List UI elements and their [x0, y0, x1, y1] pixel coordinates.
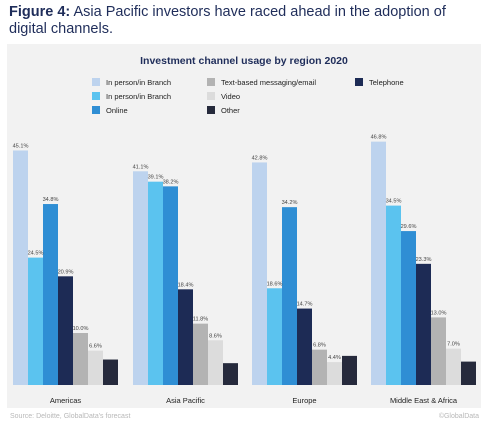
bar-3-1 [386, 205, 401, 385]
chart-title: Investment channel usage by region 2020 [140, 55, 348, 67]
category-label-2: Europe [292, 396, 316, 405]
value-label-2-1: 18.6% [267, 281, 283, 287]
value-label-1-1: 39.1% [148, 175, 164, 181]
legend-swatch-5 [207, 92, 215, 100]
bar-0-0 [13, 150, 28, 385]
chart-bars [13, 141, 476, 385]
bar-0-4 [73, 333, 88, 385]
value-label-2-4: 6.8% [313, 343, 326, 349]
value-label-3-5: 7.0% [447, 342, 460, 348]
bar-2-1 [267, 288, 282, 385]
legend-swatch-3 [355, 78, 363, 86]
copyright-note: ©GlobalData [438, 413, 479, 420]
bar-chart: Investment channel usage by region 2020 … [13, 55, 476, 405]
bar-1-0 [133, 171, 148, 385]
bar-2-5 [327, 362, 342, 385]
source-note: Source: Deloitte, GlobalData's forecast [10, 413, 131, 420]
bar-2-2 [282, 207, 297, 385]
value-label-0-1: 24.5% [28, 251, 44, 257]
bar-3-0 [371, 141, 386, 385]
value-label-3-1: 34.5% [386, 199, 402, 205]
bar-1-2 [163, 186, 178, 385]
value-label-3-2: 29.6% [401, 224, 417, 230]
legend-label-6: Other [221, 106, 240, 115]
value-label-0-4: 10.0% [73, 326, 89, 332]
bar-0-5 [88, 350, 103, 385]
bar-0-6 [103, 359, 118, 385]
bar-3-3 [416, 263, 431, 385]
figure-caption: Figure 4: Asia Pacific investors have ra… [9, 4, 479, 38]
chart-legend: In person/in Branch In person/in Branch On… [92, 78, 404, 115]
legend-label-4: Text-based messaging/email [221, 78, 316, 87]
bar-3-2 [401, 231, 416, 385]
bar-3-6 [461, 361, 476, 385]
chart-value-labels: 45.1%24.5%34.8%20.9%10.0%6.6%41.1%39.1%3… [13, 135, 460, 361]
bar-0-1 [28, 257, 43, 385]
bar-1-5 [208, 340, 223, 385]
chart-category-labels: Americas Asia Pacific Europe Middle East & … [50, 396, 458, 405]
bar-0-2 [43, 204, 58, 385]
value-label-1-4: 11.8% [193, 317, 208, 323]
value-label-3-4: 13.0% [431, 310, 447, 316]
bar-1-6 [223, 363, 238, 385]
bar-3-5 [446, 348, 461, 385]
legend-label-1: In person/in Branch [106, 92, 171, 101]
bar-1-1 [148, 181, 163, 385]
value-label-0-2: 34.8% [43, 197, 59, 203]
legend-swatch-6 [207, 106, 215, 114]
legend-swatch-2 [92, 106, 100, 114]
bar-2-3 [297, 308, 312, 385]
legend-label-5: Video [221, 92, 240, 101]
legend-label-2: Online [106, 106, 128, 115]
value-label-0-0: 45.1% [13, 143, 29, 149]
value-label-2-5: 4.4% [328, 355, 341, 361]
figure-label: Figure 4: [9, 4, 71, 20]
value-label-1-5: 8.6% [209, 333, 222, 339]
value-label-2-2: 34.2% [282, 200, 298, 206]
figure-caption-text: Asia Pacific investors have raced ahead … [9, 4, 446, 37]
value-label-2-3: 14.7% [297, 302, 313, 308]
value-label-1-3: 18.4% [178, 282, 194, 288]
category-label-3: Middle East & Africa [390, 396, 458, 405]
value-label-2-0: 42.8% [252, 155, 268, 161]
bar-2-4 [312, 349, 327, 385]
legend-swatch-0 [92, 78, 100, 86]
category-label-0: Americas [50, 396, 82, 405]
category-label-1: Asia Pacific [166, 396, 205, 405]
bar-0-3 [58, 276, 73, 385]
value-label-0-5: 6.6% [89, 344, 102, 350]
bar-1-3 [178, 289, 193, 385]
chart-panel: Investment channel usage by region 2020 … [7, 44, 481, 408]
value-label-1-0: 41.1% [133, 164, 149, 170]
value-label-0-3: 20.9% [58, 269, 74, 275]
value-label-3-0: 46.8% [371, 135, 387, 141]
bar-3-4 [431, 317, 446, 385]
value-label-1-2: 38.2% [163, 179, 179, 185]
value-label-3-3: 23.3% [416, 257, 432, 263]
bar-2-6 [342, 355, 357, 385]
legend-swatch-4 [207, 78, 215, 86]
legend-label-0: In person/in Branch [106, 78, 171, 87]
legend-label-3: Telephone [369, 78, 404, 87]
bar-2-0 [252, 162, 267, 385]
bar-1-4 [193, 323, 208, 385]
legend-swatch-1 [92, 92, 100, 100]
